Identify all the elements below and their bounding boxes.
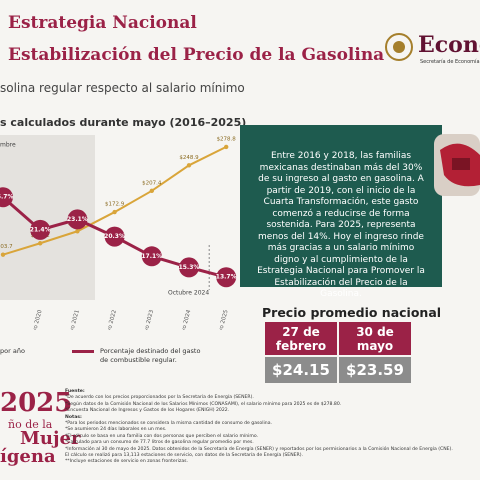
subtitle: solina regular respecto al salario mínim… (0, 81, 245, 95)
logo-text: Econo (418, 32, 480, 58)
value-label: 15.3% (179, 264, 200, 271)
point (179, 257, 199, 278)
point (0, 187, 13, 208)
value-label: 20.3% (104, 233, 125, 240)
note: El cálculo se realizó para 13,113 estaci… (65, 453, 303, 459)
x-tick-label: Mayo 2025 (216, 309, 230, 330)
point (224, 144, 229, 150)
legend-swatch (72, 350, 94, 353)
price-table: 27 de febrero 30 de mayo $24.15 $23.59 (265, 322, 411, 383)
value-label: $103.7 (0, 244, 13, 250)
note: *Información al 30 de mayo de 2025. Dato… (65, 446, 453, 452)
price-header: 30 de mayo (339, 322, 411, 355)
point (216, 267, 237, 288)
note: *Calculado para un consumo de 77.7 litro… (65, 440, 254, 446)
note: Fuente: (65, 389, 85, 394)
point (141, 246, 162, 267)
pump-image (434, 134, 480, 196)
year-motto: ño de la (8, 418, 53, 431)
value-label: $248.9 (179, 155, 199, 161)
logo-subtext: Secretaría de Economía (420, 59, 480, 65)
note: *Se asumieron 24 días laborales en un me… (65, 427, 167, 433)
price-value: $24.15 (265, 357, 337, 383)
value-label: 13.7% (216, 274, 237, 281)
value-label: $172.9 (105, 202, 125, 208)
point (186, 163, 192, 168)
year-motto: Mujer (20, 428, 81, 449)
x-tick-label: Mayo 2022 (104, 309, 118, 330)
legend-entry: Porcentaje destinado del gasto de combus… (100, 347, 201, 364)
corner-note: mbre (0, 142, 16, 149)
note: *El cálculo se basa en una familia con d… (65, 433, 259, 439)
note: Notas: (65, 414, 82, 420)
value-label: $207.4 (142, 180, 162, 186)
value-label: 21.4% (30, 226, 51, 233)
note: *Encuesta Nacional de Ingresos y Gastos … (65, 408, 230, 414)
chart: mbre Mayo 2020 Mayo 2021 Mayo 2022 Mayo 202… (0, 135, 237, 330)
annotation: Octubre 2024 (168, 290, 209, 297)
point (38, 241, 43, 246)
point (149, 188, 154, 194)
x-tick-label: Mayo 2020 (30, 309, 44, 330)
legend-entry: por año (0, 347, 25, 355)
point (75, 229, 80, 234)
point (67, 209, 88, 230)
value-label: 26.7% (0, 194, 13, 201)
x-tick-label: Mayo 2024 (179, 309, 193, 330)
x-tick-label: Mayo 2021 (67, 309, 81, 330)
value-label: 23.1% (67, 216, 88, 223)
value-label: 17.1% (141, 253, 162, 260)
price-value: $23.59 (339, 357, 411, 383)
title: Estabilización del Precio de la Gasolina (8, 45, 385, 65)
point (30, 219, 51, 240)
note: *Para los periodos mencionados se consid… (65, 421, 272, 427)
summary-box: Entre 2016 y 2018, las familias mexicana… (240, 125, 442, 299)
year: 2025 (0, 388, 73, 418)
note: *De acuerdo con los precios proporcionad… (65, 395, 254, 401)
title: Estrategia Nacional (8, 13, 197, 33)
summary-text: Entre 2016 y 2018, las familias mexicana… (257, 151, 425, 299)
x-tick-label: Mayo 2023 (141, 309, 155, 330)
price-header: 27 de febrero (265, 322, 337, 355)
notes: Fuente: *De acuerdo con los precios propo… (65, 389, 475, 466)
note: *Según datos de la Comisión Nacional de … (65, 401, 342, 407)
chart-heading: s calculados durante mayo (2016–2025) (0, 116, 247, 129)
value-label: $278.8 (217, 136, 237, 142)
point (104, 226, 125, 247)
point (112, 209, 117, 215)
point (0, 252, 6, 257)
price-title: Precio promedio nacional (262, 305, 442, 320)
year-motto: ígena (0, 446, 56, 467)
note: **Incluye estaciones de servicio en zona… (65, 459, 188, 465)
emblem (385, 33, 413, 61)
